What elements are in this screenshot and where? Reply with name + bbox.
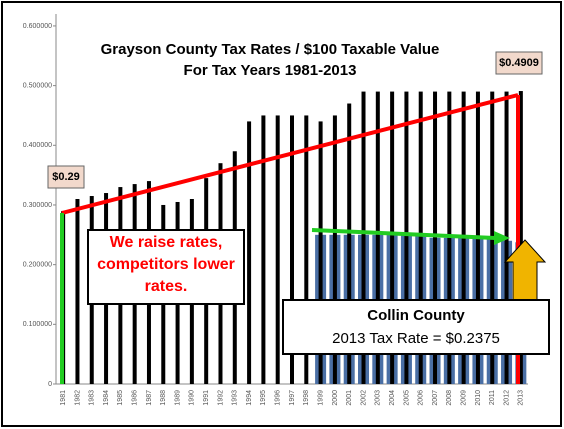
bar [375,91,380,385]
x-tick-label: 1994 [246,390,253,406]
x-tick-label: 1995 [260,390,267,406]
green-head [494,231,510,245]
bar [361,91,366,385]
y-tick-label: 0 [48,381,52,388]
title: Grayson County Tax Rates / $100 Taxable … [101,41,440,58]
x-tick-label: 1993 [232,390,239,406]
callout [495,51,543,75]
x-tick-label: 1992 [217,390,224,406]
note: We raise rates, competitors lower rates. [97,234,235,295]
bar [275,115,280,385]
y-tick-label: 0.600000 [23,23,52,30]
x-tick-label: 2002 [360,390,367,406]
x-tick-label: 2005 [403,390,410,406]
y-tick-label: 0.400000 [23,142,52,149]
bar [290,115,294,385]
y-tick-label: 0.200000 [23,261,52,268]
bar [347,103,352,385]
x-tick-label: 2013 [518,390,525,406]
bar [247,121,252,384]
bar [332,115,337,385]
y-tick-label: 0.500000 [23,82,52,89]
bar [418,91,423,385]
x-tick-label: 1988 [160,390,167,406]
x-tick-label: 2010 [475,390,482,406]
x-tick-label: 1997 [289,390,296,406]
callout [47,165,85,189]
bar [433,91,438,385]
x-tick-label: 2011 [489,390,496,405]
x-tick-label: 1983 [89,390,96,406]
x-tick-label: 2012 [503,390,510,406]
bar [304,115,309,385]
bar [318,121,323,384]
bar [261,115,266,385]
x-tick-label: 2003 [375,390,382,406]
x-tick-label: 1998 [303,390,310,406]
title: For Tax Years 1981-2013 [184,62,357,79]
collin-rate: 2013 Tax Rate = $0.2375 [332,330,500,347]
x-tick-label: 1989 [174,390,181,406]
x-tick-label: 2008 [446,390,453,406]
collin-box [282,299,550,355]
x-tick-label: 1996 [275,390,282,406]
note-text: We raise rates, competitors lower rates. [97,234,235,295]
x-tick-label: 2007 [432,390,439,406]
bar [75,199,80,384]
red-arrow [61,93,519,215]
note-box [87,229,245,305]
x-tick-label: 2009 [460,390,467,406]
x-tick-label: 1986 [132,390,139,406]
x-tick-label: 1981 [60,390,67,406]
collin-title: Collin County [367,307,465,324]
x-tick-label: 2004 [389,390,396,406]
x-tick-label: 2006 [418,390,425,406]
x-tick-label: 1990 [189,390,196,406]
callout-text: $0.29 [52,171,80,183]
x-tick-label: 1987 [146,390,153,406]
bar [518,91,523,384]
x-tick-label: 1985 [117,390,124,406]
bar [404,91,409,385]
x-tick-label: 2000 [332,390,339,406]
x-tick-label: 1991 [203,390,210,406]
x-tick-label: 1982 [74,390,81,406]
gold-arrow [503,239,547,301]
y-tick-label: 0.300000 [23,202,52,209]
x-tick-label: 1999 [317,390,324,406]
bar [390,91,395,385]
green-arrow [311,228,496,240]
x-tick-label: 1984 [103,390,110,406]
callout-text: $0.4909 [499,57,539,69]
x-tick-label: 2001 [346,390,353,406]
y-tick-label: 0.100000 [23,321,52,328]
